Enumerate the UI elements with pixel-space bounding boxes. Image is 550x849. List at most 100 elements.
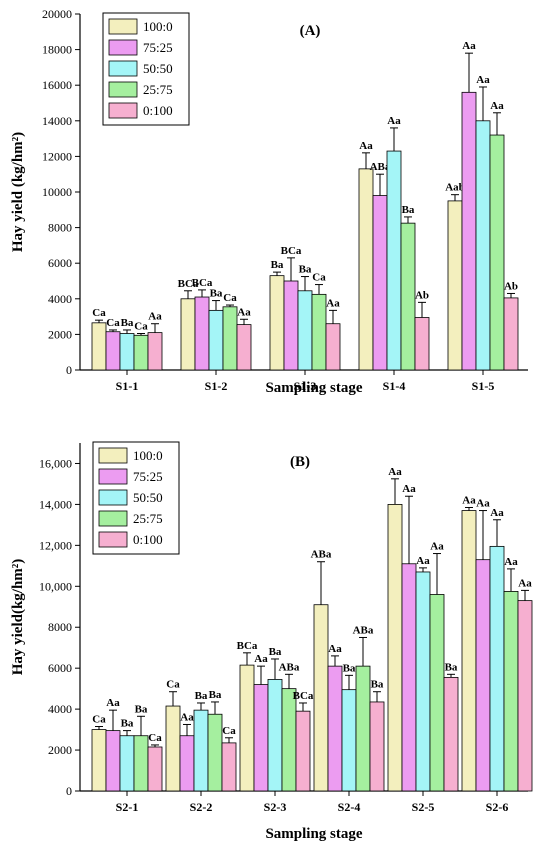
y-tick-label: 14,000 — [39, 497, 72, 511]
significance-label: Aa — [416, 555, 430, 567]
bar — [194, 296, 210, 371]
bar — [447, 200, 463, 371]
legend-label: 75:25 — [133, 469, 163, 484]
legend-label: 100:0 — [133, 448, 163, 463]
bar — [239, 664, 255, 792]
bar — [311, 293, 327, 371]
legend-label: 75:25 — [143, 40, 173, 55]
bar — [401, 563, 417, 792]
y-tick-label: 14000 — [42, 114, 72, 128]
legend-label: 50:50 — [133, 490, 163, 505]
significance-label: Ba — [371, 679, 384, 691]
significance-label: Aab — [445, 182, 465, 194]
x-axis-title: Sampling stage — [265, 826, 362, 842]
bar — [269, 275, 285, 371]
significance-label: Ca — [166, 679, 180, 691]
bar — [313, 604, 329, 792]
significance-label: Ba — [135, 703, 148, 715]
x-axis-title: Sampling stage — [265, 380, 362, 396]
bar — [517, 600, 533, 792]
panel-label: (B) — [290, 454, 310, 470]
bar — [179, 735, 195, 792]
significance-label: Ba — [195, 690, 208, 702]
bar — [415, 571, 431, 792]
significance-label: ABa — [370, 161, 391, 173]
bar — [355, 665, 371, 792]
bar — [461, 91, 477, 371]
bar — [267, 679, 283, 792]
legend-swatch — [108, 81, 138, 98]
significance-label: Ca — [134, 321, 148, 333]
legend-swatch — [98, 489, 128, 506]
significance-label: BCa — [192, 277, 213, 289]
significance-label: BCa — [178, 278, 199, 290]
bar — [133, 735, 149, 792]
y-tick-label: 16000 — [42, 78, 72, 92]
significance-label: Aa — [476, 498, 490, 510]
legend-label: 50:50 — [143, 61, 173, 76]
y-tick-label: 16,000 — [39, 456, 72, 470]
bar — [325, 323, 341, 371]
y-tick-label: 4000 — [48, 292, 72, 306]
legend-label: 0:100 — [143, 103, 173, 118]
legend-label: 25:75 — [143, 82, 173, 97]
x-tick-label: S2-5 — [412, 800, 435, 814]
significance-label: Aa — [180, 711, 194, 723]
significance-label: Ba — [209, 689, 222, 701]
bar — [283, 280, 299, 371]
bar — [180, 298, 196, 371]
bar — [222, 306, 238, 371]
y-tick-label: 0 — [66, 784, 72, 798]
significance-label: Ba — [271, 259, 284, 271]
y-tick-label: 8000 — [48, 221, 72, 235]
x-tick-label: S2-1 — [116, 800, 139, 814]
y-tick-label: 12,000 — [39, 538, 72, 552]
significance-label: Ba — [343, 662, 356, 674]
bar — [236, 324, 252, 371]
x-tick-label: S1-5 — [472, 379, 495, 393]
significance-label: Aa — [237, 306, 251, 318]
y-tick-label: 18000 — [42, 43, 72, 57]
significance-label: Ca — [92, 714, 106, 726]
bar — [91, 322, 107, 371]
significance-label: ABa — [353, 624, 374, 636]
bar — [327, 665, 343, 792]
legend-label: 25:75 — [133, 511, 163, 526]
x-tick-label: S1-4 — [383, 379, 406, 393]
significance-label: Aa — [462, 494, 476, 506]
bar — [341, 689, 357, 792]
y-tick-label: 6000 — [48, 256, 72, 270]
significance-label: Aa — [328, 643, 342, 655]
y-tick-label: 6000 — [48, 661, 72, 675]
significance-label: Aa — [402, 483, 416, 495]
significance-label: Ba — [445, 661, 458, 673]
significance-label: BCa — [237, 640, 258, 652]
legend-swatch — [98, 447, 128, 464]
bar — [503, 591, 519, 792]
y-tick-label: 8000 — [48, 620, 72, 634]
legend-swatch — [98, 468, 128, 485]
bar — [358, 168, 374, 371]
bar — [147, 332, 163, 371]
significance-label: Aa — [326, 297, 340, 309]
significance-label: Ca — [148, 732, 162, 744]
significance-label: Aa — [359, 140, 373, 152]
bar — [297, 290, 313, 371]
significance-label: Aa — [387, 115, 401, 127]
bar — [165, 705, 181, 792]
bar — [105, 730, 121, 792]
significance-label: Aa — [476, 74, 490, 86]
significance-label: Aa — [254, 653, 268, 665]
significance-label: BCa — [281, 245, 302, 257]
bar — [281, 688, 297, 792]
significance-label: Aa — [106, 697, 120, 709]
x-tick-label: S2-2 — [190, 800, 213, 814]
bar — [105, 331, 121, 371]
significance-label: Ba — [121, 317, 134, 329]
legend-label: 0:100 — [133, 532, 163, 547]
legend-swatch — [98, 531, 128, 548]
y-tick-label: 2000 — [48, 327, 72, 341]
y-tick-label: 2000 — [48, 743, 72, 757]
bar — [207, 713, 223, 792]
significance-label: BCa — [293, 690, 314, 702]
